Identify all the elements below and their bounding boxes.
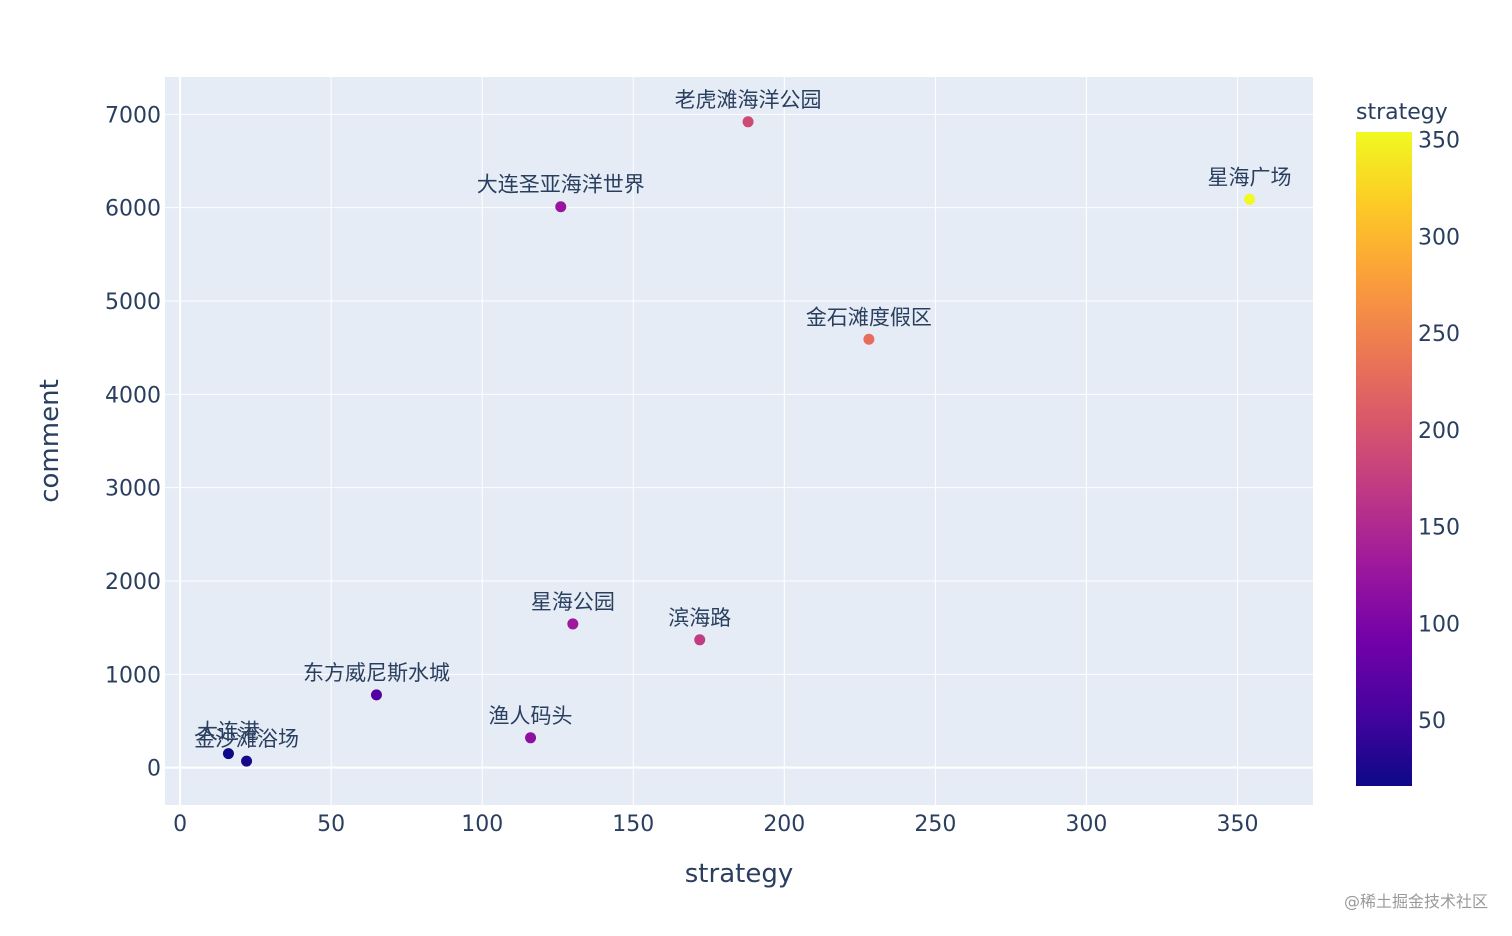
y-tick-label: 6000 xyxy=(105,197,161,222)
data-point xyxy=(742,116,754,128)
y-tick-label: 1000 xyxy=(105,663,161,688)
data-point xyxy=(1244,193,1256,205)
data-points xyxy=(222,116,1256,767)
data-point xyxy=(241,755,253,767)
colorbar-tick-label: 350 xyxy=(1418,129,1460,154)
colorbar-tick-labels: 50 100 150 200 250 300 350 xyxy=(1418,129,1460,734)
y-axis-title: comment xyxy=(35,379,65,503)
y-tick-label: 2000 xyxy=(105,570,161,595)
colorbar xyxy=(1356,132,1412,786)
watermark: @稀土掘金技术社区 xyxy=(1343,892,1488,911)
x-tick-label: 200 xyxy=(763,812,805,837)
x-tick-label: 100 xyxy=(461,812,503,837)
plot-area xyxy=(165,77,1313,805)
data-point xyxy=(555,201,567,213)
x-tick-label: 250 xyxy=(914,812,956,837)
point-label: 渔人码头 xyxy=(489,704,573,728)
x-tick-label: 300 xyxy=(1065,812,1107,837)
x-axis-title: strategy xyxy=(685,859,793,889)
point-label: 大连港 xyxy=(197,720,260,744)
data-point xyxy=(694,634,706,646)
colorbar-tick-label: 50 xyxy=(1418,709,1446,734)
colorbar-tick-label: 150 xyxy=(1418,516,1460,541)
point-label: 星海公园 xyxy=(531,590,615,614)
y-tick-label: 0 xyxy=(147,757,161,782)
data-point xyxy=(525,732,537,744)
point-label: 大连圣亚海洋世界 xyxy=(477,173,645,197)
y-tick-label: 3000 xyxy=(105,477,161,502)
point-label: 老虎滩海洋公园 xyxy=(675,88,822,112)
colorbar-tick-label: 300 xyxy=(1418,225,1460,250)
y-tick-label: 5000 xyxy=(105,290,161,315)
colorbar-tick-label: 200 xyxy=(1418,419,1460,444)
data-point xyxy=(370,689,382,701)
point-label: 东方威尼斯水城 xyxy=(303,661,450,685)
point-label: 金沙滩浴场 xyxy=(194,727,299,751)
point-label: 星海广场 xyxy=(1208,165,1292,189)
point-label: 滨海路 xyxy=(668,606,731,630)
data-point xyxy=(863,333,875,345)
point-label: 金石滩度假区 xyxy=(806,305,932,329)
data-point xyxy=(567,618,579,630)
colorbar-tick-label: 250 xyxy=(1418,322,1460,347)
x-tick-label: 50 xyxy=(317,812,345,837)
y-tick-label: 7000 xyxy=(105,103,161,128)
x-tick-label: 150 xyxy=(612,812,654,837)
data-point xyxy=(222,748,234,760)
x-tick-label: 350 xyxy=(1216,812,1258,837)
colorbar-tick-label: 100 xyxy=(1418,612,1460,637)
y-tick-label: 4000 xyxy=(105,383,161,408)
colorbar-title: strategy xyxy=(1356,100,1448,125)
grid-lines xyxy=(165,77,1313,805)
y-tick-labels: 0 1000 2000 3000 4000 5000 6000 7000 xyxy=(105,103,161,781)
x-tick-labels: 0 50 100 150 200 250 300 350 xyxy=(173,812,1258,837)
x-tick-label: 0 xyxy=(173,812,187,837)
